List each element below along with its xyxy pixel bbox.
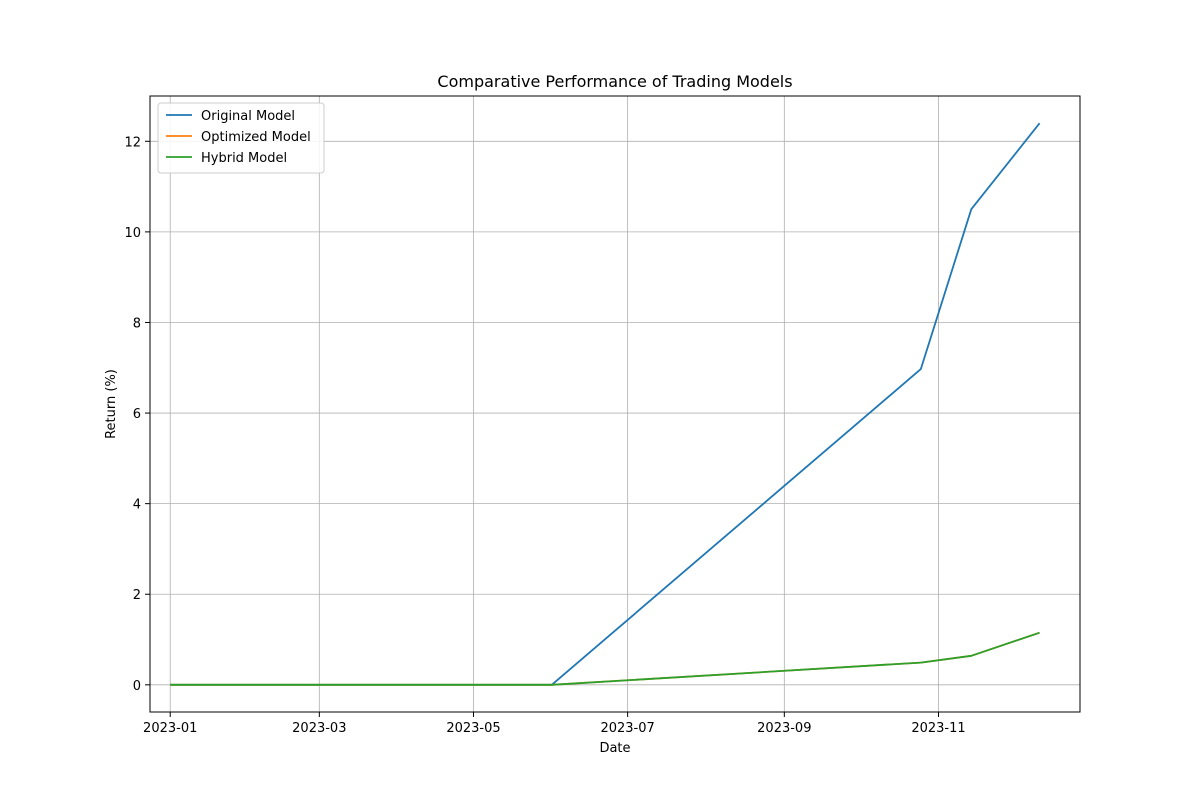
y-tick-label: 12 [124,135,141,150]
y-tick-label: 4 [133,498,141,513]
series-line-hybrid-model [170,631,1040,686]
y-tick-label: 2 [133,588,141,603]
series-line-original-model [170,122,1041,686]
plot-frame [149,95,1081,713]
y-axis-label: Return (%) [104,369,119,439]
ticks-layer: 2023-01 2023-03 2023-05 2023-07 2023-09 2023-… [124,135,965,736]
y-tick-label: 10 [124,226,141,241]
legend-label-optimized-model: Optimized Model [201,130,311,145]
chart-title: Comparative Performance of Trading Model… [437,72,792,91]
x-axis-label: Date [599,741,630,756]
y-tick-label: 6 [133,407,141,422]
legend-box [157,102,325,174]
y-tick-label: 0 [133,679,141,694]
series-layer [170,122,1041,686]
legend-label-original-model: Original Model [201,109,295,124]
y-tick-label: 8 [133,316,141,331]
x-tick-label: 2023-07 [600,721,654,736]
x-tick-label: 2023-09 [757,721,811,736]
x-tick-label: 2023-01 [143,721,197,736]
x-tick-label: 2023-03 [292,721,346,736]
grid-layer [150,96,1080,712]
x-tick-label: 2023-05 [446,721,500,736]
legend-label-hybrid-model: Hybrid Model [201,151,287,166]
x-tick-label: 2023-11 [911,721,965,736]
legend: Original Model Optimized Model Hybrid Mode… [157,102,325,174]
